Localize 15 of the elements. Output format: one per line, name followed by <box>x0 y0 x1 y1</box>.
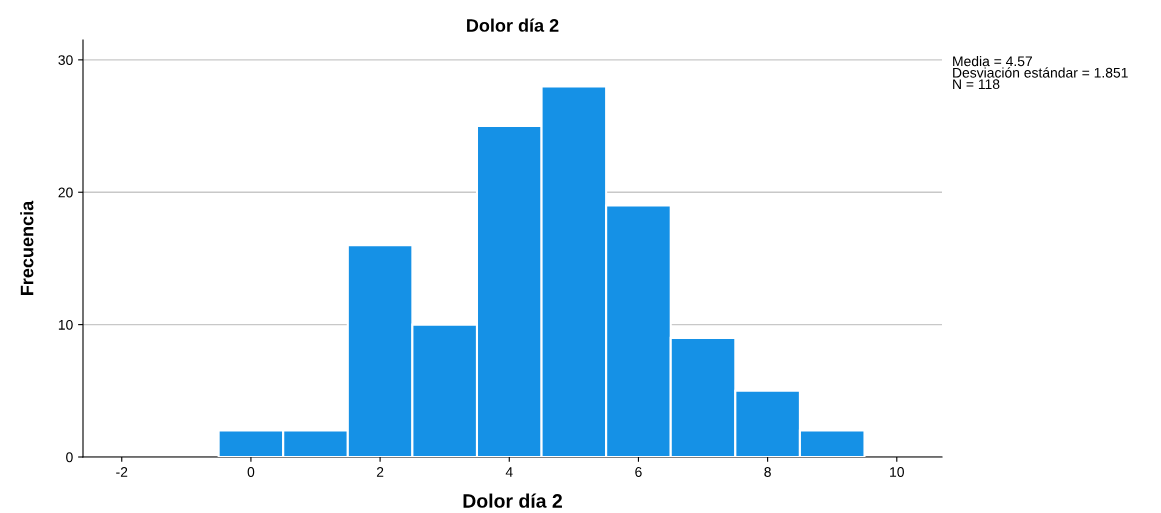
y-tick-label: 0 <box>66 452 73 463</box>
x-tick-label: 2 <box>376 467 384 477</box>
y-tick-label: 10 <box>58 319 73 330</box>
x-tick-label: 4 <box>505 467 513 477</box>
x-tick-label: 8 <box>764 467 771 477</box>
x-tick-label: 10 <box>890 467 904 477</box>
x-tick-label: 0 <box>247 467 255 477</box>
chart-title: Dolor día 2 <box>467 18 559 32</box>
y-tick-label: 20 <box>58 187 73 198</box>
x-axis-title: Dolor día 2 <box>463 493 562 508</box>
y-axis-title: Frecuencia <box>20 200 34 295</box>
text: Media = 4.57 Desviación estándar = 1.851 N = 118 <box>953 56 1128 90</box>
x-tick-label: 6 <box>635 467 642 477</box>
x-tick-label: -2 <box>116 467 128 477</box>
y-tick-label: 30 <box>58 55 73 66</box>
